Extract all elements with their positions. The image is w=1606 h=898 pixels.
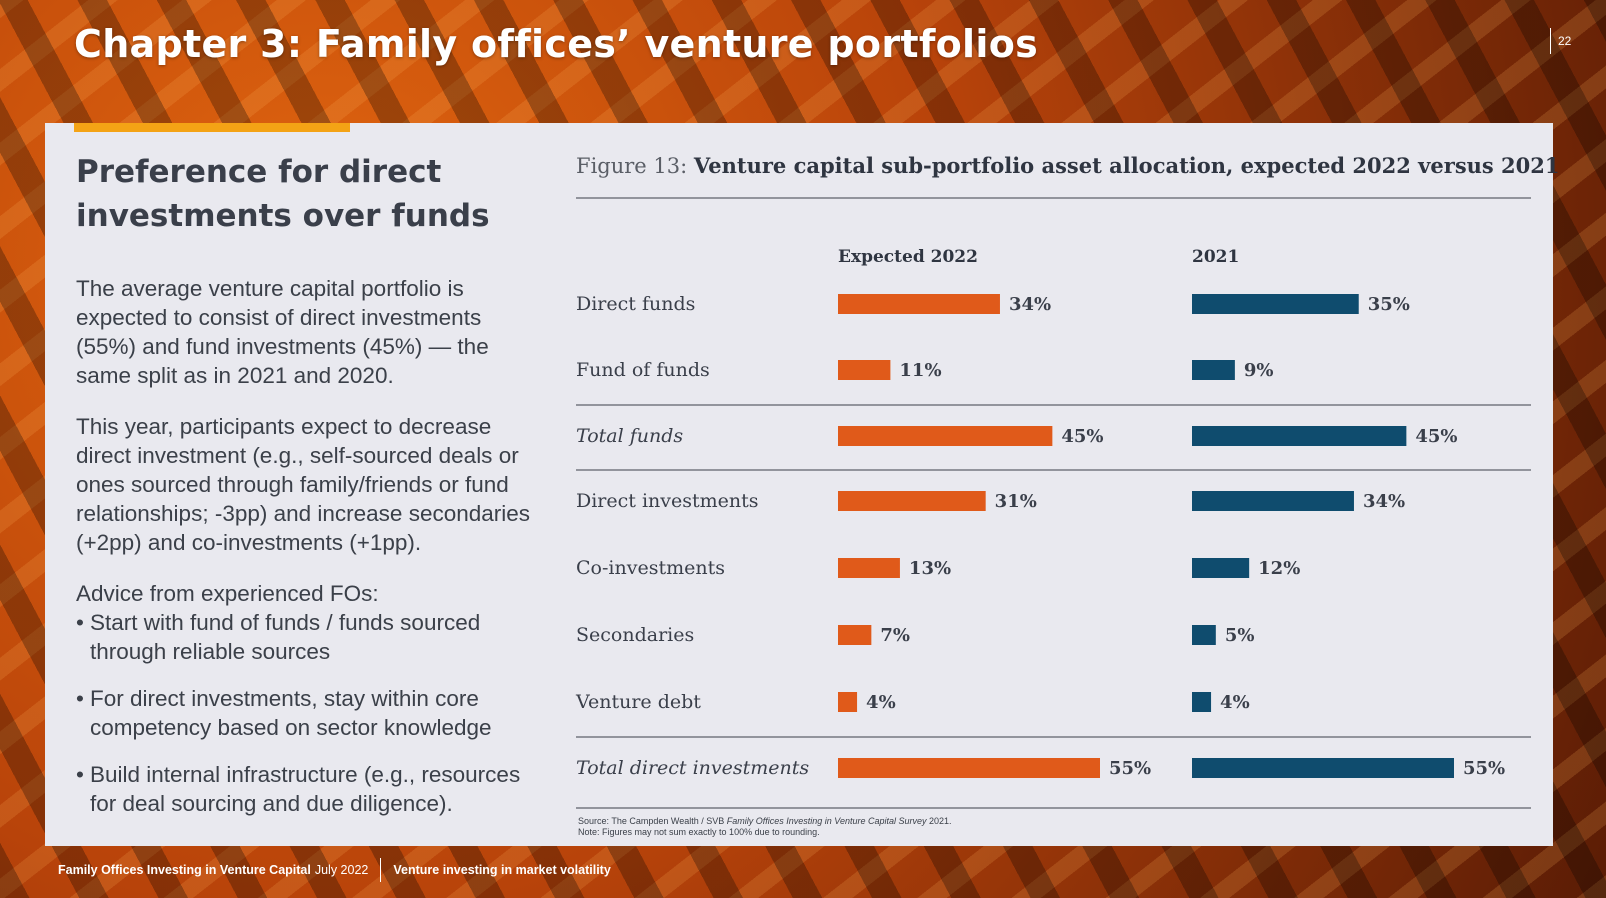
bar-expected-2022-total-direct-investments bbox=[838, 758, 1100, 778]
value-label-2021-secondaries: 5% bbox=[1225, 625, 1255, 646]
source-prefix: Source: The Campden Wealth / SVB bbox=[578, 816, 727, 826]
accent-bar bbox=[74, 123, 350, 132]
value-label-expected-2022-direct-funds: 34% bbox=[1009, 294, 1051, 315]
figure-title: Venture capital sub-portfolio asset allo… bbox=[693, 153, 1560, 178]
category-label-total-funds: Total funds bbox=[576, 425, 683, 447]
series-header-expected-2022: Expected 2022 bbox=[838, 247, 978, 267]
bar-expected-2022-direct-funds bbox=[838, 294, 1000, 314]
page-number: 22 bbox=[1550, 28, 1571, 54]
footer-date: July 2022 bbox=[314, 863, 369, 877]
footer-publication: Family Offices Investing in Venture Capi… bbox=[58, 863, 311, 877]
body-paragraph-2: This year, participants expect to decrea… bbox=[76, 414, 531, 555]
bar-2021-total-direct-investments bbox=[1192, 758, 1454, 778]
bar-2021-direct-funds bbox=[1192, 294, 1359, 314]
source-line: Source: The Campden Wealth / SVB Family … bbox=[578, 816, 952, 827]
value-label-2021-fund-of-funds: 9% bbox=[1244, 360, 1274, 381]
chapter-title: Chapter 3: Family offices’ venture portf… bbox=[74, 22, 1039, 66]
value-label-2021-co-investments: 12% bbox=[1258, 558, 1300, 579]
value-label-expected-2022-total-direct-investments: 55% bbox=[1109, 758, 1151, 779]
section-heading: Preference for direct investments over f… bbox=[76, 154, 490, 234]
value-label-2021-venture-debt: 4% bbox=[1220, 692, 1250, 713]
value-label-expected-2022-co-investments: 13% bbox=[909, 558, 951, 579]
value-label-2021-direct-funds: 35% bbox=[1368, 294, 1410, 315]
bar-expected-2022-co-investments bbox=[838, 558, 900, 578]
category-label-secondaries: Secondaries bbox=[576, 624, 694, 646]
series-header-2021: 2021 bbox=[1192, 247, 1239, 267]
footer-section: Venture investing in market volatility bbox=[393, 863, 611, 877]
value-label-expected-2022-fund-of-funds: 11% bbox=[899, 360, 941, 381]
bar-2021-co-investments bbox=[1192, 558, 1250, 578]
advice-heading: Advice from experienced FOs: bbox=[76, 581, 379, 606]
bar-2021-secondaries bbox=[1192, 625, 1216, 645]
value-label-expected-2022-direct-investments: 31% bbox=[995, 491, 1037, 512]
source-suffix: 2021. bbox=[926, 816, 952, 826]
bar-2021-direct-investments bbox=[1192, 491, 1354, 511]
category-label-co-investments: Co-investments bbox=[576, 557, 725, 579]
category-label-fund-of-funds: Fund of funds bbox=[576, 359, 710, 381]
category-label-venture-debt: Venture debt bbox=[575, 691, 701, 713]
category-label-direct-funds: Direct funds bbox=[576, 293, 695, 315]
value-label-2021-total-funds: 45% bbox=[1415, 426, 1457, 447]
value-label-expected-2022-venture-debt: 4% bbox=[866, 692, 896, 713]
advice-list: Start with fund of funds / funds sourced… bbox=[76, 608, 546, 818]
value-label-2021-direct-investments: 34% bbox=[1363, 491, 1405, 512]
value-label-expected-2022-total-funds: 45% bbox=[1061, 426, 1103, 447]
category-label-total-direct-investments: Total direct investments bbox=[576, 757, 809, 779]
advice-item-1: Start with fund of funds / funds sourced… bbox=[76, 608, 546, 666]
figure-label: Figure 13: bbox=[576, 154, 688, 178]
bar-2021-venture-debt bbox=[1192, 692, 1212, 712]
footer: Family Offices Investing in Venture Capi… bbox=[58, 858, 611, 882]
bar-expected-2022-direct-investments bbox=[838, 491, 986, 511]
bar-expected-2022-venture-debt bbox=[838, 692, 858, 712]
bar-2021-total-funds bbox=[1192, 426, 1407, 446]
advice-item-3: Build internal infrastructure (e.g., res… bbox=[76, 760, 546, 818]
bar-expected-2022-secondaries bbox=[838, 625, 872, 645]
advice-item-2: For direct investments, stay within core… bbox=[76, 684, 546, 742]
figure-caption: Figure 13: Venture capital sub-portfolio… bbox=[576, 153, 1559, 178]
bar-expected-2022-total-funds bbox=[838, 426, 1053, 446]
text-column: Preference for direct investments over f… bbox=[76, 150, 546, 836]
footer-divider bbox=[380, 858, 382, 882]
body-paragraph-1: The average venture capital portfolio is… bbox=[76, 276, 489, 388]
category-label-direct-investments: Direct investments bbox=[576, 490, 759, 512]
bar-expected-2022-fund-of-funds bbox=[838, 360, 891, 380]
bar-2021-fund-of-funds bbox=[1192, 360, 1235, 380]
source-note: Source: The Campden Wealth / SVB Family … bbox=[578, 816, 952, 838]
value-label-2021-total-direct-investments: 55% bbox=[1463, 758, 1505, 779]
source-survey: Family Offices Investing in Venture Capi… bbox=[726, 816, 927, 826]
value-label-expected-2022-secondaries: 7% bbox=[880, 625, 910, 646]
rounding-note: Note: Figures may not sum exactly to 100… bbox=[578, 827, 820, 837]
